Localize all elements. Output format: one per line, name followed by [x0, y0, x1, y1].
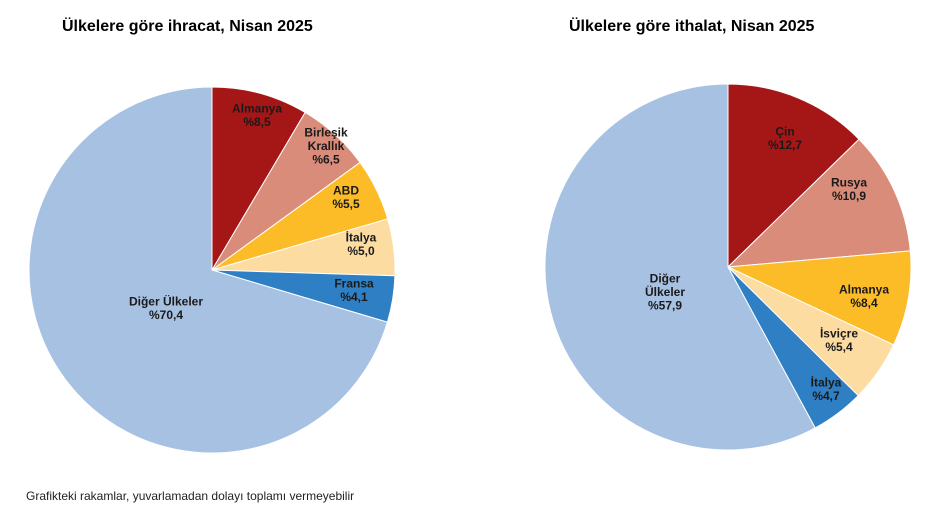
import-slice-1: [726, 138, 911, 268]
export-slice-label-1: Birleşik Krallık %6,5: [304, 126, 348, 167]
import-slice-label-3: İsviçre %5,4: [820, 325, 858, 354]
import-slice-label-2: Almanya %8,4: [839, 282, 889, 310]
export-chart-title: Ülkelere göre ihracat, Nisan 2025: [62, 18, 313, 35]
import-slice-label-5: Diğer Ülkeler %57,9: [645, 272, 685, 313]
export-pie-chart: Almanya %8,5 Birleşik Krallık %6,5 ABD %5,5 İta…: [28, 86, 396, 454]
export-slice-label-4: Fransa %4,1: [334, 276, 374, 304]
import-slice-2: [726, 250, 912, 346]
import-slice-0: [727, 83, 860, 269]
export-slice-label-0: Almanya %8,5: [232, 101, 282, 129]
export-slice-0: [211, 86, 306, 272]
import-slice-label-4: İtalya %4,7: [811, 374, 842, 403]
import-slice-label-0: Çin %12,7: [768, 124, 802, 152]
footnote: Grafikteki rakamlar, yuvarlamadan dolayı…: [26, 489, 355, 503]
import-chart-title: Ülkelere göre ithalat, Nisan 2025: [569, 18, 815, 35]
export-slice-label-3: İtalya %5,0: [346, 229, 377, 257]
export-slice-label-5: Diğer Ülkeler %70,4: [129, 293, 203, 322]
import-pie-chart: Çin %12,7 Rusya %10,9 Almanya %8,4 İsviçre %5,4…: [544, 83, 912, 451]
export-slice-label-2: ABD %5,5: [332, 183, 360, 211]
import-slice-label-1: Rusya %10,9: [831, 175, 867, 203]
export-slice-5: [28, 86, 389, 454]
import-slice-5: [544, 83, 816, 451]
